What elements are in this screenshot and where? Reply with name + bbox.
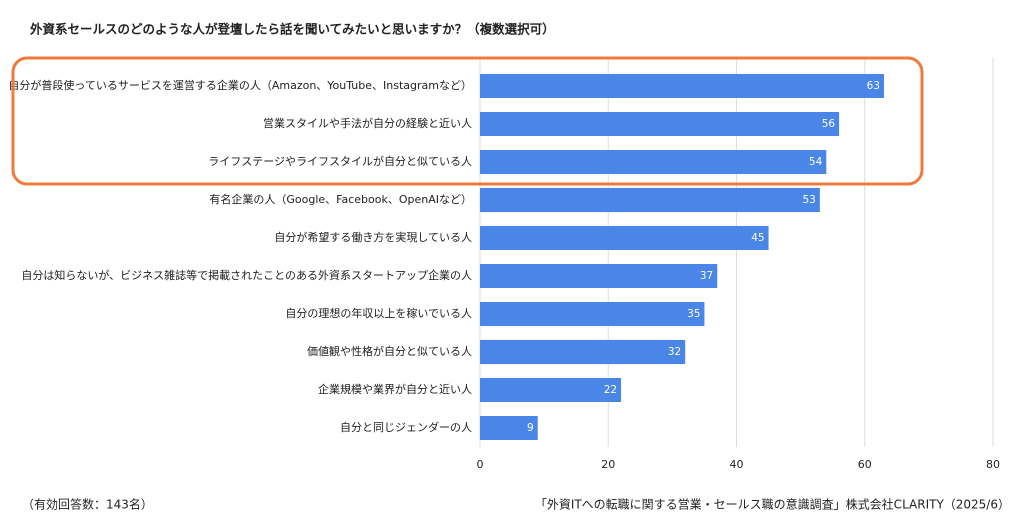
category-label: 企業規模や業界が自分と近い人 <box>318 382 472 396</box>
bar <box>480 302 705 326</box>
value-label: 63 <box>867 80 880 92</box>
category-label: 価値観や性格が自分と似ている人 <box>307 344 472 358</box>
x-tick-label: 80 <box>986 458 1000 471</box>
x-tick-label: 60 <box>858 458 872 471</box>
value-label: 54 <box>809 156 823 168</box>
value-label: 45 <box>751 232 764 244</box>
bar <box>480 74 884 98</box>
bar <box>480 112 840 136</box>
value-label: 32 <box>668 346 681 358</box>
value-label: 56 <box>822 118 836 130</box>
chart-title: 外資系セールスのどのような人が登壇したら話を聞いてみたいと思いますか？（複数選択… <box>29 22 555 37</box>
category-label: 自分が普段使っているサービスを運営する企業の人（Amazon、YouTube、I… <box>8 78 472 92</box>
value-label: 53 <box>802 194 815 206</box>
category-label: 自分が希望する働き方を実現している人 <box>274 230 472 244</box>
category-label: 自分は知らないが、ビジネス雑誌等で掲載されたことのある外資系スタートアップ企業の… <box>21 268 472 282</box>
source: 「外資ITへの転職に関する営業・セールス職の意識調査」株式会社CLARITY（2… <box>535 497 1010 512</box>
footnote: （有効回答数：143名） <box>22 497 153 512</box>
value-label: 22 <box>604 384 617 396</box>
category-label: 自分と同じジェンダーの人 <box>340 420 472 434</box>
x-tick-label: 20 <box>601 458 615 471</box>
x-tick-label: 0 <box>477 458 484 471</box>
bar <box>480 188 820 212</box>
bar <box>480 264 718 288</box>
x-tick-label: 40 <box>730 458 744 471</box>
bar <box>480 416 538 440</box>
bar <box>480 226 769 250</box>
bar <box>480 150 827 174</box>
category-label: ライフステージやライフスタイルが自分と似ている人 <box>208 154 472 168</box>
bar <box>480 340 686 364</box>
category-label: 自分の理想の年収以上を稼いでいる人 <box>285 306 472 320</box>
bar <box>480 378 622 402</box>
value-label: 35 <box>687 308 700 320</box>
highlight-box <box>11 56 924 186</box>
value-label: 9 <box>527 422 534 434</box>
value-label: 37 <box>700 270 713 282</box>
category-label: 営業スタイルや手法が自分の経験と近い人 <box>263 116 472 130</box>
bars: 自分が普段使っているサービスを運営する企業の人（Amazon、YouTube、I… <box>8 74 884 440</box>
category-label: 有名企業の人（Google、Facebook、OpenAIなど） <box>209 192 472 206</box>
